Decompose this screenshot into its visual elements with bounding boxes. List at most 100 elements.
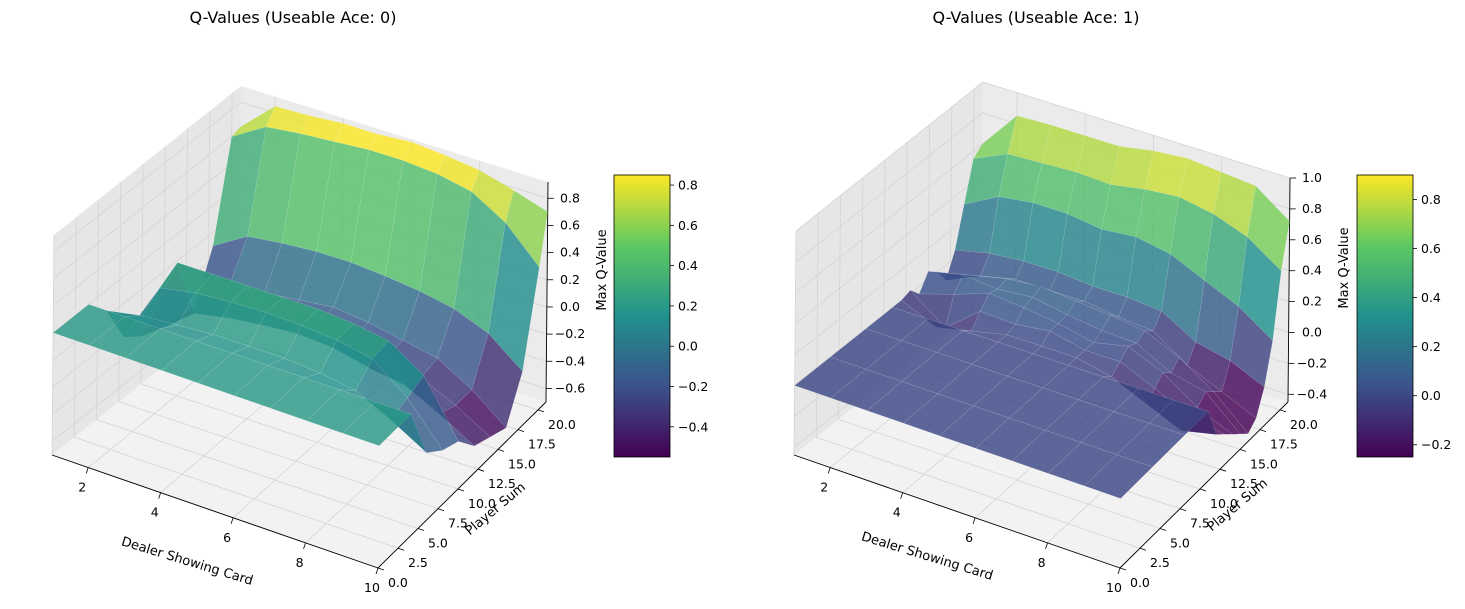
colorbar-tick-label: 0.4 (678, 258, 698, 273)
colorbar-gradient (1356, 174, 1414, 458)
y-tick-mark (437, 508, 445, 512)
colorbar-tick-label: 0.0 (678, 339, 698, 354)
grid-line (140, 383, 459, 490)
z-tick-label: 0.2 (560, 272, 580, 287)
z-axis-line (545, 181, 549, 403)
grid-line (96, 419, 419, 529)
grid-line (74, 436, 399, 549)
grid-line (53, 101, 242, 252)
surface-patch (1197, 391, 1241, 435)
x-tick-label: 6 (223, 530, 231, 545)
grid-line (53, 129, 241, 279)
colorbar-tick-label: 0.2 (1421, 339, 1441, 354)
y-tick-mark (537, 409, 545, 413)
y-tick-mark (1199, 488, 1207, 492)
z-tick-label: 0.8 (560, 190, 580, 205)
x-tick-mark (158, 492, 162, 499)
surface-patch (342, 401, 412, 447)
surface-patch (455, 389, 507, 438)
grid-line (794, 174, 983, 325)
grid-line (118, 181, 122, 402)
y-tick-mark (1159, 528, 1167, 531)
surface-patch (488, 221, 540, 372)
grid-line (982, 81, 1291, 179)
x-tick-mark (303, 542, 306, 550)
x-tick-mark (972, 517, 976, 524)
surface-patch (1083, 454, 1154, 499)
x-tick-label: 4 (151, 505, 159, 520)
z-tick-label: −0.2 (1297, 355, 1327, 370)
grid-line (795, 143, 983, 294)
x-tick-label: 8 (296, 555, 304, 570)
x-axis-line (51, 454, 379, 569)
z-axis-line (1287, 177, 1291, 403)
grid-line (51, 234, 55, 456)
x-tick-mark (900, 492, 904, 499)
grid-line (816, 436, 1141, 549)
grid-line (815, 213, 819, 438)
y-tick-label: 12.5 (1230, 476, 1258, 491)
z-tick-label: 0.2 (1302, 294, 1322, 309)
z-tick-label: −0.4 (555, 353, 585, 368)
x-tick-label: 10 (364, 580, 380, 595)
y-tick-mark (517, 429, 525, 433)
x-axis-label: Dealer Showing Card (119, 534, 254, 588)
y-tick-label: 12.5 (488, 476, 516, 491)
y-tick-mark (1179, 508, 1187, 512)
grid-line (838, 419, 1161, 529)
x-axis-label: Dealer Showing Card (859, 529, 994, 583)
y-tick-mark (477, 468, 485, 472)
z-axis-label: Max Q-Value (595, 229, 610, 310)
z-tick-label: −0.6 (555, 380, 585, 395)
y-tick-label: 10.0 (1210, 496, 1238, 511)
z-tick-label: 0.6 (1302, 232, 1322, 247)
x-tick-label: 4 (893, 505, 901, 520)
z-tick-label: −0.4 (1297, 386, 1327, 401)
x-tick-label: 8 (1038, 555, 1046, 570)
x-axis-line (793, 454, 1121, 569)
x-tick-label: 2 (820, 480, 828, 495)
y-tick-mark (377, 567, 385, 571)
colorbar-tick-label: −0.2 (678, 379, 708, 394)
x-tick-mark (1045, 542, 1048, 550)
z-tick-label: 1.0 (1302, 170, 1322, 185)
z-tick-label: 0.6 (560, 217, 580, 232)
y-tick-label: 20.0 (1290, 417, 1318, 432)
y-tick-label: 2.5 (408, 555, 428, 570)
y-tick-label: 7.5 (1190, 516, 1210, 531)
grid-line (795, 112, 983, 263)
y-tick-label: 7.5 (448, 516, 468, 531)
colorbar-tick-label: −0.2 (1421, 437, 1451, 452)
y-tick-label: 15.0 (508, 456, 536, 471)
z-axis-label: Max Q-Value (1337, 227, 1352, 308)
y-tick-label: 15.0 (1250, 456, 1278, 471)
x-tick-label: 10 (1106, 580, 1122, 595)
y-tick-label: 0.0 (388, 575, 408, 590)
z-tick-label: −0.2 (555, 326, 585, 341)
y-tick-mark (1139, 547, 1147, 551)
y-tick-label: 17.5 (528, 437, 556, 452)
x-tick-mark (827, 467, 831, 474)
q-value-surface (52, 105, 548, 453)
y-tick-mark (457, 488, 465, 492)
y-tick-mark (1259, 429, 1267, 433)
y-tick-label: 17.5 (1270, 437, 1298, 452)
grid-line (795, 81, 984, 232)
colorbar-tick-label: 0.0 (1421, 388, 1441, 403)
z-tick-label: 0.0 (1302, 324, 1322, 339)
y-tick-mark (1119, 567, 1127, 571)
y-tick-mark (497, 449, 505, 452)
z-tick-label: 0.8 (1302, 201, 1322, 216)
chart-title: Q-Values (Useable Ace: 1) (933, 8, 1140, 27)
chart-title: Q-Values (Useable Ace: 0) (190, 8, 397, 27)
x-tick-mark (85, 467, 89, 474)
x-tick-mark (375, 567, 379, 575)
colorbar-tick-label: 0.6 (678, 218, 698, 233)
y-tick-mark (1239, 449, 1247, 452)
x-tick-label: 2 (78, 480, 86, 495)
colorbar-tick-label: 0.6 (1421, 241, 1441, 256)
